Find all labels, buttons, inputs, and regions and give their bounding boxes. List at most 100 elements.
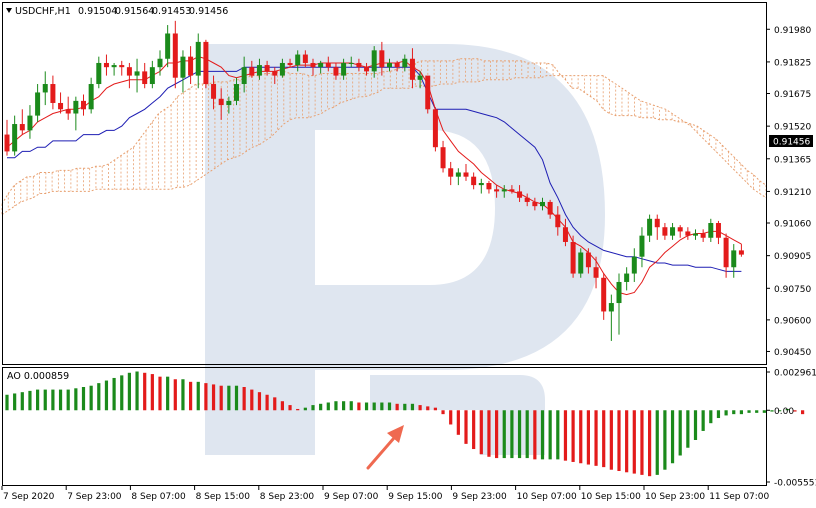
ao-bar: [670, 410, 675, 464]
ao-bar: [770, 410, 774, 412]
ao-bar: [319, 403, 323, 411]
candle-body: [295, 54, 301, 66]
ao-bar: [548, 410, 552, 460]
candle: [685, 227, 691, 240]
annotation-arrow-icon: [366, 425, 404, 470]
candle-body: [356, 62, 362, 68]
candle-body: [249, 67, 255, 76]
price-tick-label: 0.90905: [774, 252, 811, 262]
candle-body: [631, 256, 637, 274]
candle: [440, 140, 446, 173]
candle: [409, 48, 415, 89]
ao-bar: [150, 374, 154, 411]
time-tick-label: 8 Sep 15:00: [196, 492, 251, 502]
time-tick-label: 11 Sep 07:00: [709, 492, 769, 502]
candle: [295, 50, 301, 72]
candle-body: [172, 33, 178, 78]
candle-body: [662, 227, 668, 236]
candle-body: [616, 281, 622, 304]
senkou-span-b: [1, 75, 767, 216]
current-price-tag-bg: [769, 135, 813, 147]
ao-bar: [632, 410, 636, 474]
ao-bar: [609, 410, 613, 470]
candle: [272, 67, 278, 85]
time-tick-label: 7 Sep 2020: [3, 492, 55, 502]
candle-body: [578, 252, 584, 274]
ao-bar: [487, 410, 491, 457]
ao-bar: [227, 385, 231, 411]
candle-body: [333, 67, 339, 76]
ao-bar: [387, 402, 392, 411]
current-price-tag: 0.91456: [769, 135, 813, 148]
price-tick-label: 0.90600: [774, 316, 811, 326]
candle-body: [715, 223, 721, 238]
ao-bar: [104, 380, 109, 411]
ao-bar: [716, 410, 721, 419]
ao-bar: [540, 410, 545, 460]
candle: [96, 56, 102, 89]
candle: [654, 214, 660, 240]
candle-body: [417, 75, 423, 80]
candle-body: [12, 124, 18, 152]
candle: [509, 185, 515, 194]
ao-bar: [655, 410, 659, 475]
candle: [547, 199, 553, 219]
candle-body: [81, 100, 86, 110]
candle: [478, 178, 484, 194]
candle-body: [547, 201, 553, 215]
ao-bar: [449, 410, 453, 425]
ao-bar: [525, 410, 529, 459]
candle-body: [593, 267, 599, 278]
candle-body: [440, 147, 446, 169]
candle-body: [379, 50, 385, 68]
ao-bar: [81, 387, 86, 411]
candle-body: [203, 41, 209, 85]
candle: [455, 168, 461, 186]
candle-body: [35, 92, 41, 116]
ao-bar: [342, 401, 346, 411]
ao-bar: [579, 410, 583, 464]
candle: [226, 96, 232, 114]
ao-bar: [517, 410, 522, 459]
ao-bar: [58, 389, 63, 411]
candle-body: [432, 109, 438, 148]
candle: [234, 77, 239, 106]
ao-bar: [296, 408, 300, 411]
ao-bar: [51, 389, 55, 411]
candle: [387, 58, 392, 72]
candle-body: [142, 71, 148, 85]
candle-body: [501, 189, 507, 192]
ao-bar: [20, 392, 24, 411]
chart-header: USDCHF,H1 0.91504 0.91564 0.91453 0.9145…: [6, 6, 228, 17]
time-tick-label: 9 Sep 07:00: [324, 492, 379, 502]
ao-bar: [410, 403, 415, 411]
candle-body: [608, 303, 614, 312]
candle-body: [42, 84, 48, 93]
candle: [165, 25, 171, 68]
candle-body: [555, 214, 561, 228]
ao-bar: [127, 372, 131, 411]
candle-body: [256, 65, 262, 76]
indicator-panel-frame: [2, 367, 767, 486]
candle-body: [455, 172, 461, 177]
candle: [180, 50, 186, 93]
ao-bar: [74, 388, 78, 411]
candle: [119, 60, 125, 76]
candle-body: [310, 62, 316, 68]
candle: [532, 197, 538, 211]
ao-bar: [617, 410, 621, 472]
ao-bar: [166, 376, 170, 411]
candle-body: [509, 189, 515, 192]
ao-bar: [173, 379, 177, 411]
ao-bar: [472, 410, 476, 450]
time-tick-label: 9 Sep 15:00: [388, 492, 443, 502]
ao-bar: [334, 401, 338, 411]
candle: [562, 218, 568, 247]
time-tick-label: 10 Sep 23:00: [645, 492, 705, 502]
ao-bar: [441, 410, 445, 415]
indicator-label: AO 0.000859: [7, 371, 69, 382]
candle-body: [103, 62, 109, 68]
candle: [616, 273, 622, 335]
ao-bar: [418, 405, 422, 411]
ao-bar: [204, 383, 208, 411]
